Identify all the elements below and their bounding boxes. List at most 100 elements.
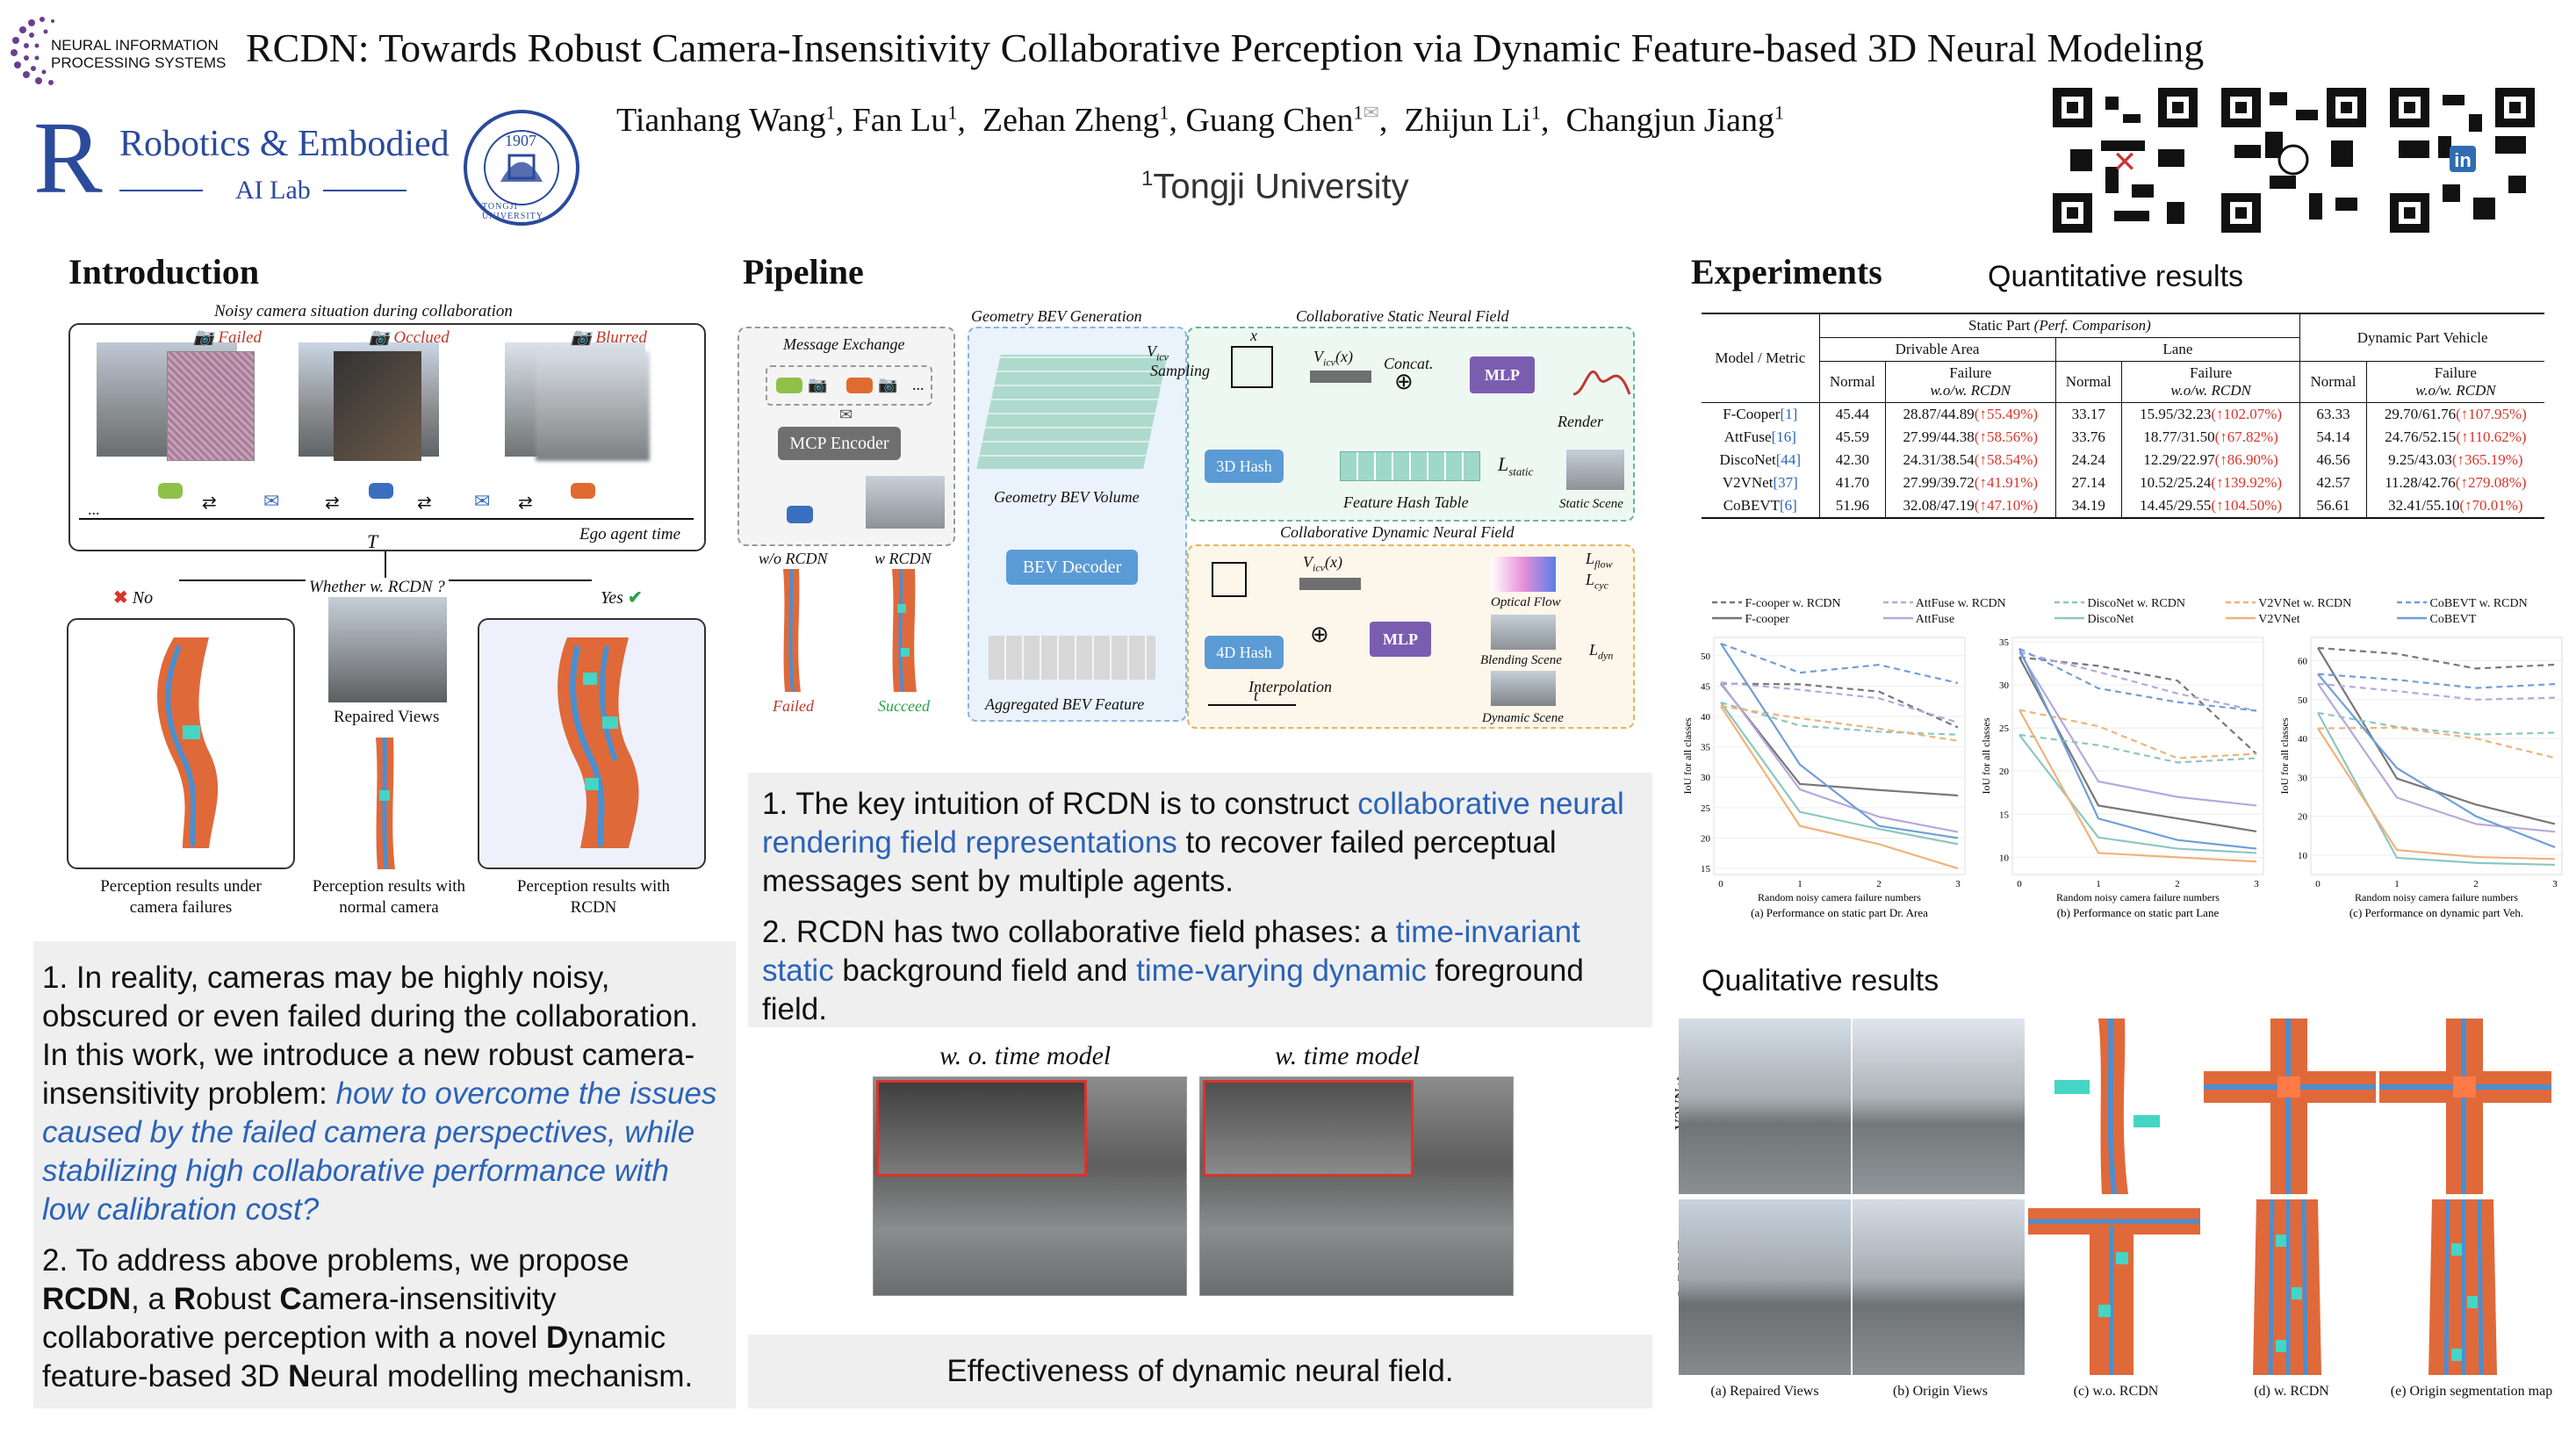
chart-caption: (c) Performance on dynamic part Veh.: [2349, 906, 2523, 919]
drivable-header: Drivable Area: [1819, 337, 2056, 362]
author-1: Tianhang Wang1: [616, 101, 836, 139]
message-icon: ✉: [263, 490, 280, 512]
normal-cell: 27.14: [2055, 472, 2122, 494]
svg-text:in: in: [2454, 149, 2472, 171]
series-line: [1720, 643, 1959, 839]
failure-cell: 27.99/44.38(↑58.56%): [1885, 426, 2056, 449]
charts-area: F-cooper w. RCDN F-cooper AttFuse w. RCD…: [1677, 594, 2564, 954]
pipeline-diagram: Geometry BEV Generation Collaborative St…: [734, 302, 1647, 741]
time-model-compare: w. o. time model: [869, 1041, 1194, 1301]
l-static-label: Lstatic: [1498, 453, 1534, 479]
affiliation: 1Tongji University: [1141, 167, 1409, 206]
qual-repaired-2: [1679, 1199, 1851, 1375]
geo-bev-gen-label: Geometry BEV Generation: [971, 307, 1142, 325]
legend-item: V2VNet w. RCDN: [2226, 597, 2351, 611]
rcdn-result-panel: [478, 618, 706, 869]
series-line: [1720, 702, 1959, 846]
sampling-label: Sampling: [1150, 362, 1211, 379]
optical-flow-thumb: [1491, 557, 1556, 592]
decision-question: Whether w. RCDN ?: [306, 578, 449, 597]
pipeline-title: Pipeline: [743, 252, 864, 292]
legend-swatch: [2397, 601, 2427, 604]
series-line: [1720, 705, 1959, 870]
dynamic-scene-thumb: [1491, 671, 1556, 706]
caption-normal: Perception results with normal camera: [312, 877, 466, 917]
author-2: Fan Lu1: [852, 101, 958, 139]
normal-cell: 45.44: [1819, 402, 1887, 426]
envelope-icon: ✉: [1363, 101, 1379, 124]
legend-item: CoBEVT: [2397, 613, 2476, 627]
dynamic-header: Dynamic Part Vehicle: [2299, 314, 2544, 362]
failure-cell: 12.29/22.97(↑86.90%): [2121, 449, 2301, 472]
qr-icon: ✕: [2053, 88, 2198, 233]
qual-caption-b: (b) Origin Views: [1892, 1384, 1989, 1399]
qr-code-1[interactable]: ✕: [2053, 88, 2198, 233]
chart-legend: F-cooper w. RCDN F-cooper AttFuse w. RCD…: [1712, 597, 2555, 632]
y-axis-label: IoU for all classes: [2278, 717, 2291, 794]
legend-swatch: [2226, 616, 2256, 620]
y-tick-label: 35: [1999, 637, 2010, 648]
results-table: Model / Metric Static Part (Perf. Compar…: [1702, 314, 2544, 517]
qr-code-2[interactable]: [2221, 88, 2366, 233]
render-label: Render: [1558, 413, 1603, 430]
time-label: T: [367, 530, 378, 552]
plus-icon: ⊕: [1394, 369, 1414, 394]
y-tick-label: 30: [2298, 773, 2308, 783]
legend-item: DiscoNet w. RCDN: [2054, 597, 2185, 611]
series-line: [2018, 656, 2257, 755]
failure-header: Failure w.o/w. RCDN: [1885, 361, 2056, 403]
failure-cell: 24.31/38.54(↑58.54%): [1885, 449, 2056, 472]
y-tick-label: 25: [1999, 724, 2010, 734]
series-line: [2317, 727, 2556, 860]
qr-code-3[interactable]: in: [2390, 88, 2535, 233]
exchange-arrows-icon-2: ⇄: [325, 493, 340, 513]
series-line: [1720, 681, 1959, 724]
series-line: [2317, 673, 2556, 849]
w-time-zoom-box: [1203, 1080, 1414, 1177]
y-tick-label: 20: [2298, 812, 2308, 823]
plot-area: [2011, 637, 2264, 875]
normal-cell: 42.30: [1819, 449, 1887, 472]
caption-rcdn: Perception results with RCDN: [516, 877, 671, 917]
car-icon: [158, 483, 183, 499]
legend-item: V2VNet: [2226, 613, 2300, 627]
camera-icon: 📷: [571, 328, 592, 347]
table-row: F-Cooper[1] 45.44 28.87/44.89(↑55.49%) 33.1…: [1702, 402, 2544, 426]
hash-table: [1340, 451, 1480, 481]
y-tick-label: 15: [1701, 864, 1711, 875]
seg-failed-small: [769, 568, 813, 693]
model-cell: AttFuse[16]: [1702, 426, 1820, 449]
pipeline-paragraph-2: 2. RCDN has two collaborative field phas…: [762, 915, 1584, 1026]
normal-cell: 46.56: [2299, 449, 2367, 472]
qual-caption-c: (c) w.o. RCDN: [2073, 1384, 2159, 1399]
normal-cell: 33.76: [2055, 426, 2122, 449]
w-time-label: w. time model: [1275, 1041, 1421, 1070]
concat-label: Concat.: [1384, 355, 1434, 372]
y-tick-label: 10: [2298, 851, 2308, 861]
qr-icon: in: [2390, 88, 2535, 233]
failure-cell: 27.99/39.72(↑41.91%): [1885, 472, 2056, 494]
legend-swatch: [2397, 616, 2427, 620]
seg-w-rcdn-2: [2253, 1199, 2321, 1376]
line-chart-1: 15 20 25 30 35 40 45 50 0 1 2 3 Random noisy camera …: [1681, 637, 1966, 919]
mlp-box-2: MLP: [1370, 622, 1431, 657]
series-line: [2018, 648, 2257, 850]
qual-caption-a: (a) Repaired Views: [1710, 1384, 1819, 1399]
model-cell: V2VNet[37]: [1702, 472, 1820, 494]
agg-bev-label: Aggregated BEV Feature: [985, 695, 1145, 713]
v-icv-label: Vicv: [1147, 342, 1169, 364]
model-cell: F-Cooper[1]: [1702, 402, 1820, 426]
failure-cell: 32.08/47.19(↑47.10%): [1885, 494, 2056, 517]
failure-cell: 9.25/43.03(↑365.19%): [2388, 451, 2523, 468]
render-curve-icon: [1572, 355, 1633, 403]
normal-cell: 63.33: [2299, 402, 2367, 426]
seg-map-rcdn: [558, 637, 639, 848]
quant-title: Quantitative results: [1988, 260, 2244, 293]
x-axis-label: Random noisy camera failure numbers: [2355, 891, 2518, 903]
x-tick-label: 2: [2473, 879, 2479, 889]
failure-cell: 10.52/25.24(↑139.92%): [2121, 472, 2301, 494]
svg-text:✕: ✕: [2112, 146, 2138, 179]
legend-swatch: [2054, 616, 2084, 620]
intro-text-box: 1. In reality, cameras may be highly noi…: [33, 941, 736, 1408]
cars-exchange-icons: 📷 📷 ...: [766, 365, 932, 406]
